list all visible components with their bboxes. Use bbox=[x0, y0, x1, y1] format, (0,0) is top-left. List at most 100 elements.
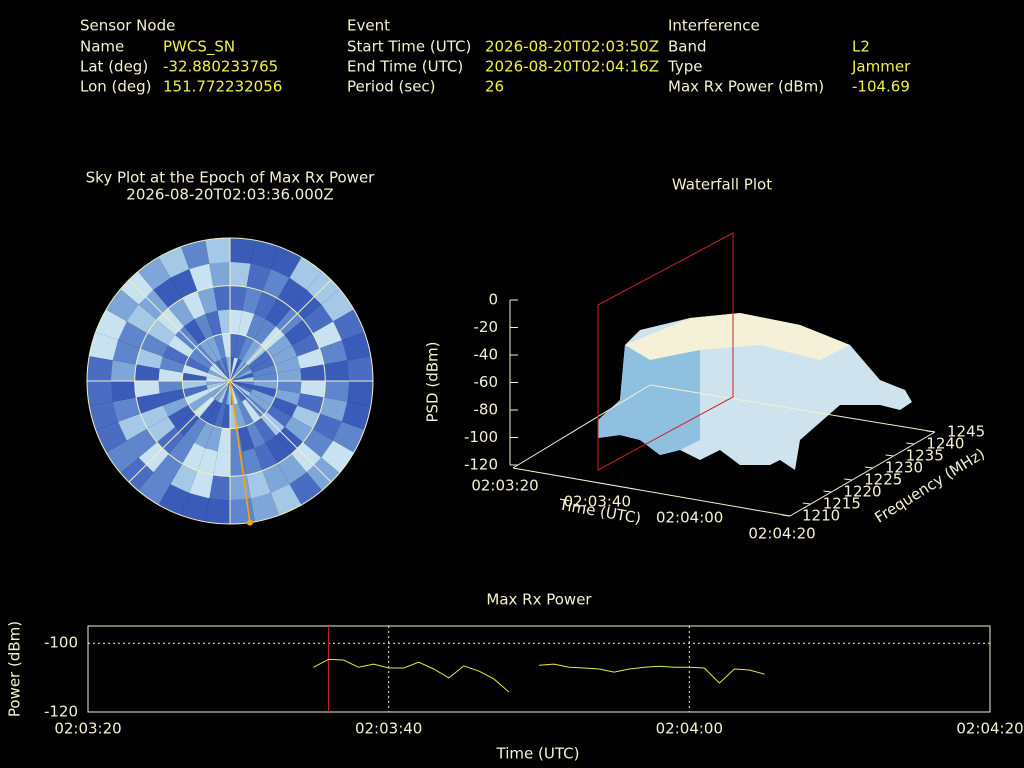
x-tick-label: 02:03:40 bbox=[564, 493, 631, 511]
sky-cell bbox=[197, 287, 218, 314]
sky-cell bbox=[230, 309, 243, 335]
sky-cell bbox=[140, 405, 169, 429]
sky-cell bbox=[230, 360, 246, 381]
sky-cell bbox=[205, 425, 222, 452]
sky-cell bbox=[230, 357, 239, 381]
y-tick-label: 1235 bbox=[906, 447, 944, 465]
sky-cell bbox=[242, 448, 263, 475]
field-label: Name bbox=[80, 38, 124, 56]
field-value: -104.69 bbox=[852, 78, 910, 96]
sky-cell bbox=[217, 427, 230, 453]
sky-cell bbox=[168, 335, 194, 358]
sky-cell bbox=[182, 381, 207, 390]
field-value: -32.880233765 bbox=[163, 58, 278, 76]
field-value: 2026-08-20T02:03:50Z bbox=[485, 38, 659, 56]
sky-cell bbox=[134, 364, 160, 381]
sky-cell bbox=[110, 381, 137, 402]
sky-cell bbox=[319, 340, 348, 365]
z-tick-label: -20 bbox=[474, 318, 499, 336]
sky-cell bbox=[284, 416, 313, 443]
sky-cell bbox=[199, 399, 219, 423]
field-value: L2 bbox=[852, 38, 870, 56]
sky-cell bbox=[184, 319, 207, 345]
sky-cell bbox=[303, 428, 334, 458]
sky-cell bbox=[158, 484, 190, 516]
sky-cell bbox=[230, 357, 235, 381]
sky-cell bbox=[181, 240, 210, 270]
field-value: 26 bbox=[485, 78, 504, 96]
sky-cell bbox=[118, 321, 148, 349]
sky-cell bbox=[159, 389, 186, 406]
sky-cell bbox=[277, 277, 307, 308]
satellite bbox=[246, 519, 253, 526]
y-tick bbox=[926, 430, 936, 433]
sky-cell bbox=[213, 285, 230, 311]
sky-cell bbox=[126, 304, 157, 334]
sky-cell bbox=[230, 376, 254, 381]
sky-cell bbox=[183, 385, 208, 398]
sky-cell bbox=[225, 357, 230, 381]
sky-cell bbox=[274, 389, 301, 406]
y-tick-label: -120 bbox=[44, 703, 78, 721]
y-axis bbox=[789, 431, 936, 517]
surface-front bbox=[598, 345, 700, 455]
sky-cell bbox=[333, 421, 365, 453]
sky-cell bbox=[300, 381, 326, 398]
sky-cell bbox=[230, 285, 247, 311]
field-value: 2026-08-20T02:04:16Z bbox=[485, 58, 659, 76]
y-tick bbox=[885, 454, 894, 457]
sky-cell bbox=[248, 350, 272, 370]
sky-cell bbox=[230, 381, 251, 397]
sky-cell bbox=[206, 381, 230, 390]
sky-cell bbox=[252, 364, 277, 377]
sky-cell bbox=[230, 333, 239, 358]
x-tick-label: 02:04:20 bbox=[748, 525, 815, 543]
y-tick bbox=[823, 490, 832, 493]
sky-cell bbox=[291, 405, 320, 429]
sky-cell bbox=[312, 321, 342, 349]
sky-cell bbox=[246, 470, 271, 499]
field-value: PWCS_SN bbox=[163, 38, 235, 57]
sky-cell bbox=[182, 442, 206, 471]
sky-cell bbox=[265, 298, 292, 327]
y-tick bbox=[802, 502, 811, 505]
sky-cell bbox=[118, 413, 148, 441]
z-tick-label: -120 bbox=[464, 456, 498, 474]
chart-title: Sky Plot at the Epoch of Max Rx Power bbox=[86, 169, 376, 187]
sky-cell bbox=[184, 417, 207, 443]
x-tick-label: 02:04:20 bbox=[956, 720, 1023, 738]
sky-cell bbox=[230, 381, 253, 393]
sky-cell bbox=[194, 422, 214, 449]
back-edge bbox=[512, 384, 651, 469]
sky-cell bbox=[168, 435, 195, 464]
sky-cell bbox=[87, 381, 113, 406]
sky-cell bbox=[213, 334, 226, 359]
sky-cell bbox=[147, 319, 176, 346]
sky-cell bbox=[270, 246, 302, 278]
sky-plot: Sky Plot at the Epoch of Max Rx Power202… bbox=[86, 169, 376, 526]
chart-title: Waterfall Plot bbox=[672, 176, 772, 194]
sky-cell bbox=[341, 401, 371, 430]
sky-cell bbox=[147, 416, 176, 443]
sky-cell bbox=[284, 319, 313, 346]
field-label: Max Rx Power (dBm) bbox=[668, 78, 824, 96]
sky-cell bbox=[205, 310, 222, 337]
sky-cell bbox=[170, 269, 198, 299]
sky-cell bbox=[95, 309, 127, 341]
sky-cell bbox=[206, 401, 222, 426]
section-heading: Interference bbox=[668, 17, 760, 35]
sky-cell bbox=[234, 334, 247, 359]
waterfall-plot: Waterfall Plot 0 -20 -40 -60 -80 -100 -120 PSD (… bbox=[424, 176, 988, 543]
sky-cell bbox=[221, 357, 230, 381]
sky-cell bbox=[238, 310, 255, 337]
sky-cell bbox=[214, 381, 230, 402]
sky-cell bbox=[159, 356, 186, 373]
sky-cell bbox=[197, 448, 218, 475]
sky-cell bbox=[168, 404, 194, 427]
sky-cell bbox=[323, 381, 350, 402]
sky-cell bbox=[262, 463, 290, 493]
sky-cell bbox=[303, 304, 334, 334]
sky-cell bbox=[221, 381, 230, 405]
sky-cell bbox=[271, 345, 298, 365]
